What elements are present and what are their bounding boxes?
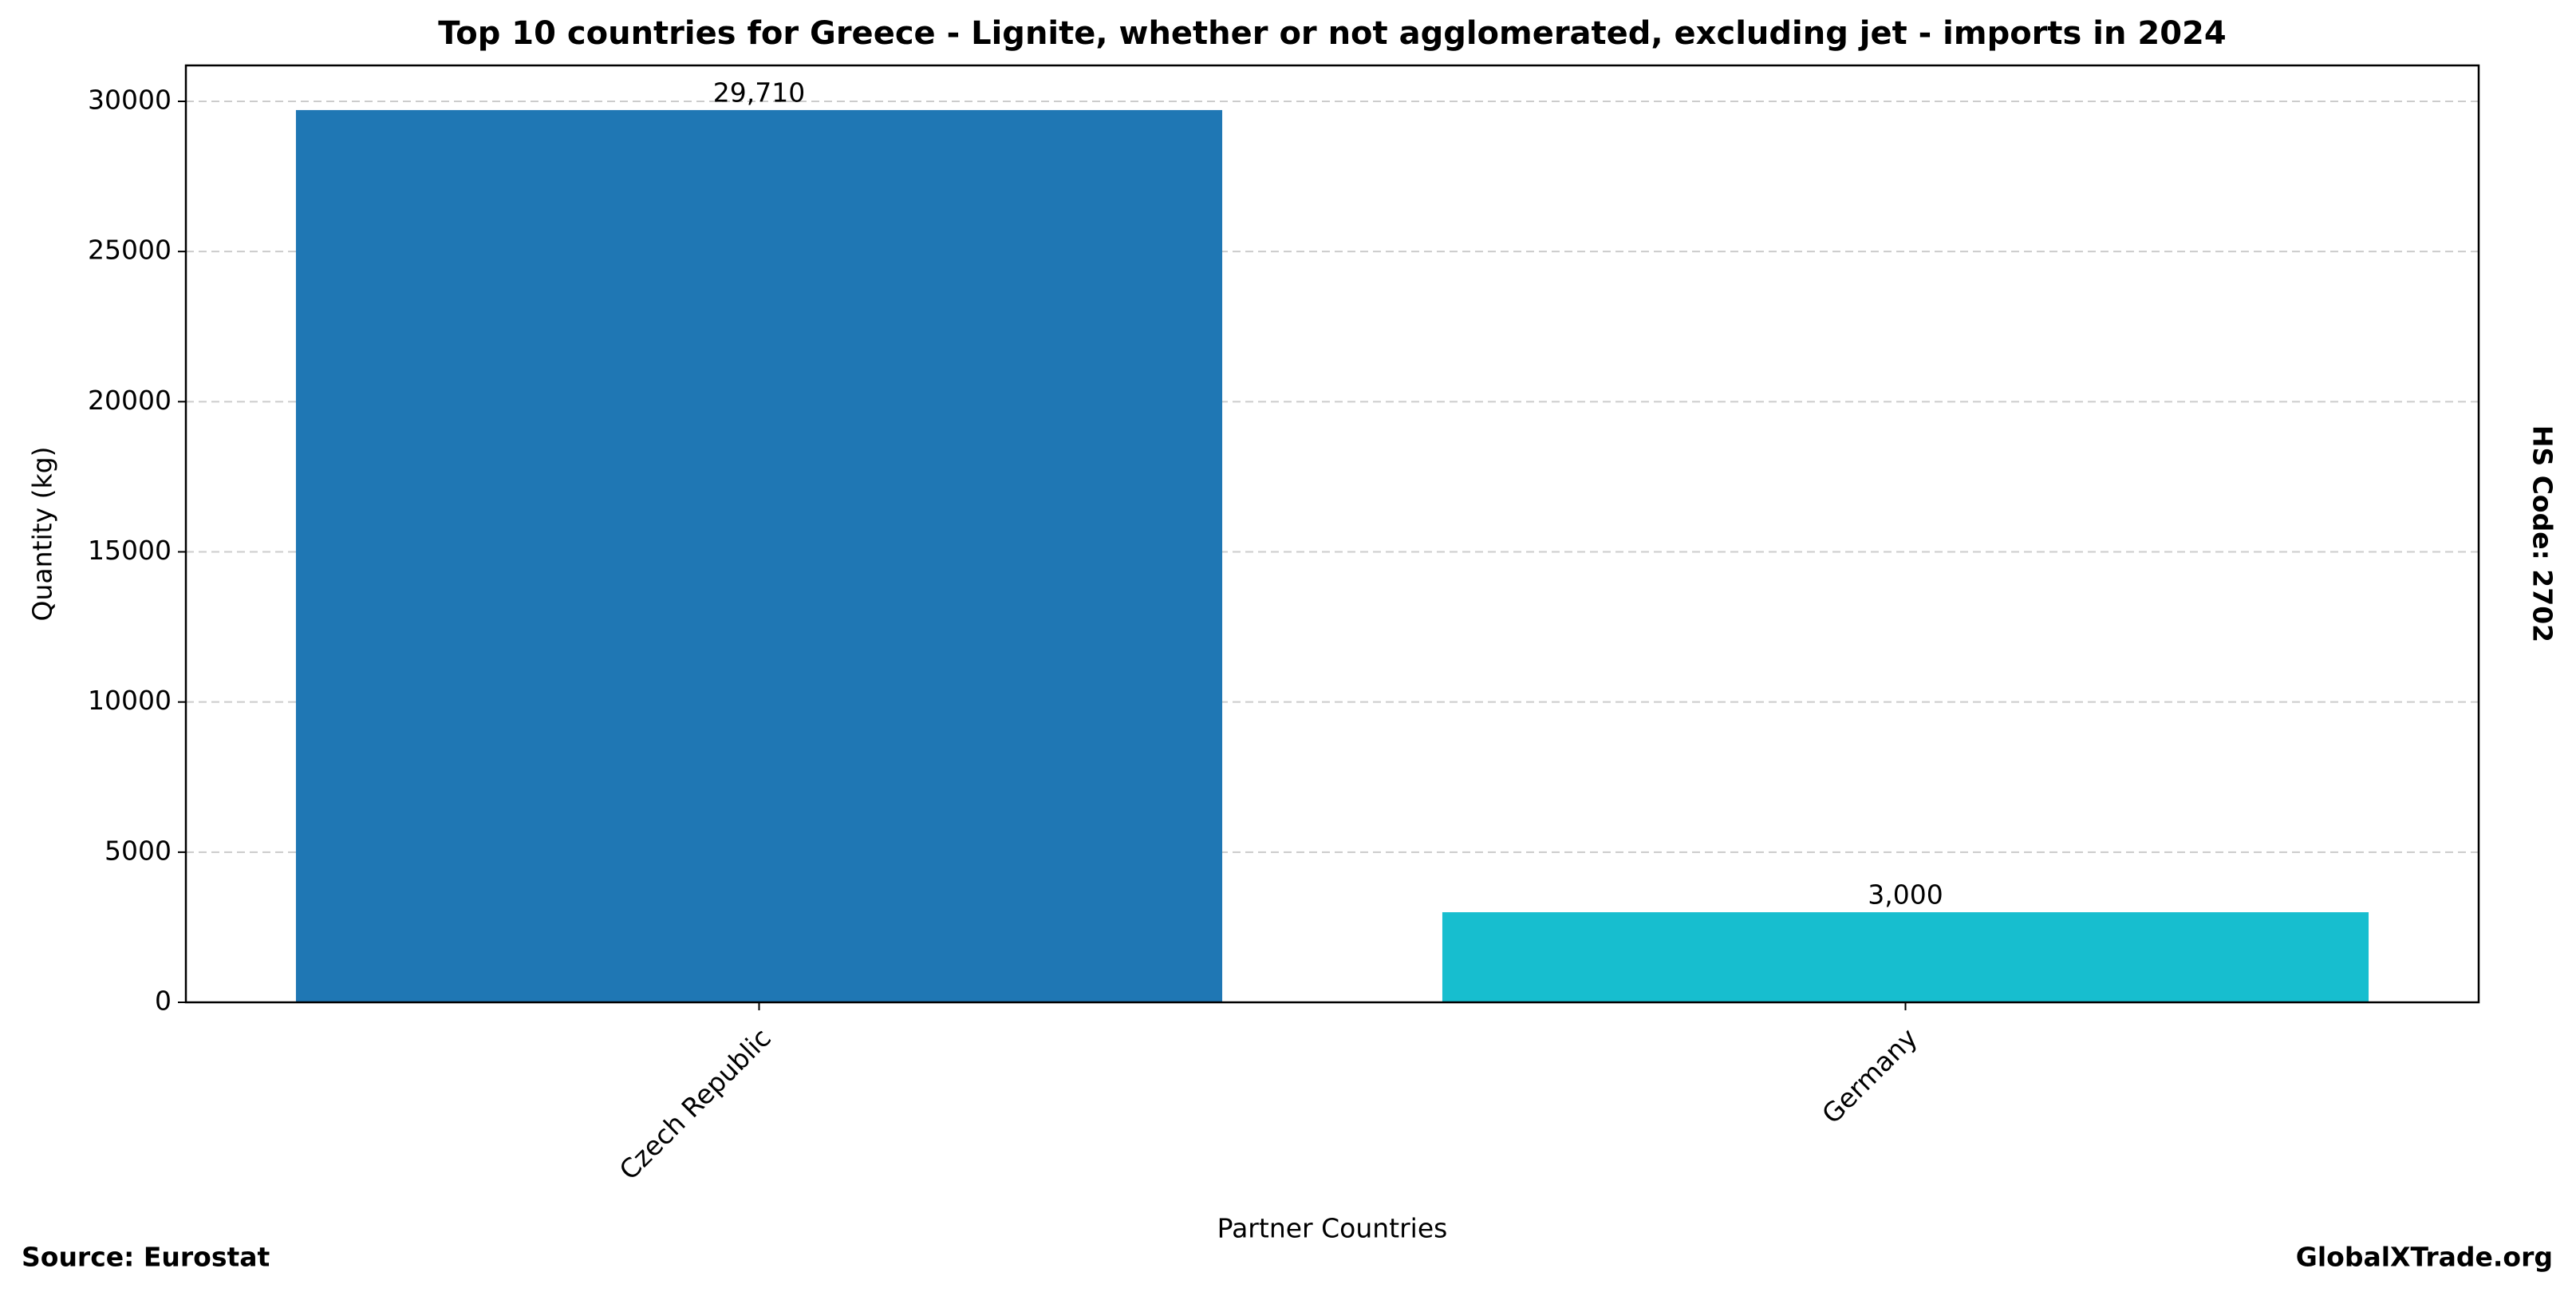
- value-label: 29,710: [713, 77, 805, 108]
- y-tick-label: 25000: [88, 235, 172, 266]
- y-tick-label: 20000: [88, 385, 172, 416]
- side-label: HS Code: 2702: [2527, 425, 2558, 642]
- y-tick-label: 0: [155, 986, 172, 1017]
- watermark: GlobalXTrade.org: [2296, 1242, 2553, 1273]
- y-tick-label: 5000: [105, 835, 172, 866]
- bar: [295, 109, 1223, 1002]
- y-tick-label: 15000: [88, 535, 172, 566]
- bar: [1442, 912, 2369, 1002]
- x-axis-label: Partner Countries: [1217, 1213, 1448, 1244]
- chart-title: Top 10 countries for Greece - Lignite, w…: [438, 15, 2226, 52]
- plot-frame: [184, 64, 2480, 1004]
- value-label: 3,000: [1868, 879, 1943, 911]
- source-note: Source: Eurostat: [22, 1242, 270, 1273]
- y-tick-label: 30000: [88, 84, 172, 115]
- y-tick-label: 10000: [88, 685, 172, 716]
- y-axis-label: Quantity (kg): [27, 447, 58, 622]
